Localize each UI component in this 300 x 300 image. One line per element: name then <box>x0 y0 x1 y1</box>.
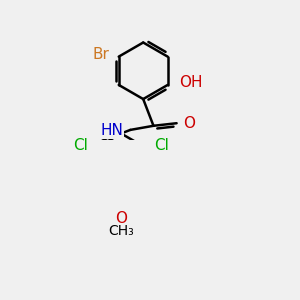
Text: CH₃: CH₃ <box>108 224 134 238</box>
Text: O: O <box>183 116 195 131</box>
Text: HN: HN <box>100 123 123 138</box>
Text: Cl: Cl <box>154 138 169 153</box>
Text: Cl: Cl <box>74 138 88 153</box>
Text: OH: OH <box>179 75 202 90</box>
Text: O: O <box>115 211 127 226</box>
Text: Br: Br <box>93 46 110 62</box>
